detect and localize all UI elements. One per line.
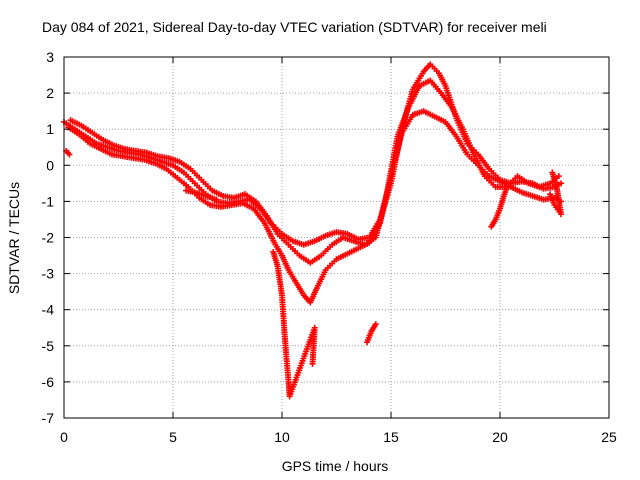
x-tick-label: 0 bbox=[60, 429, 68, 445]
x-tick-label: 25 bbox=[601, 429, 617, 445]
y-tick-label: -6 bbox=[42, 374, 55, 390]
data-series bbox=[61, 61, 565, 400]
y-tick-label: -2 bbox=[42, 230, 55, 246]
chart-title: Day 084 of 2021, Sidereal Day-to-day VTE… bbox=[42, 19, 547, 35]
y-tick-label: -1 bbox=[42, 193, 55, 209]
series-track-4 bbox=[63, 147, 512, 400]
y-tick-label: -4 bbox=[42, 302, 55, 318]
y-tick-label: 1 bbox=[46, 121, 54, 137]
data-point bbox=[66, 151, 73, 158]
y-tick-label: -5 bbox=[42, 338, 55, 354]
x-tick-label: 10 bbox=[274, 429, 290, 445]
axis-ticks: 0 5 10 15 20 25 -7 -6 -5 -4 -3 -2 -1 0 1 2 3 bbox=[42, 49, 617, 445]
y-tick-label: 3 bbox=[46, 49, 54, 65]
x-tick-label: 5 bbox=[169, 429, 177, 445]
data-point bbox=[547, 191, 554, 198]
x-tick-label: 15 bbox=[383, 429, 399, 445]
y-tick-label: 2 bbox=[46, 85, 54, 101]
data-point bbox=[555, 173, 562, 180]
data-point bbox=[372, 321, 379, 328]
series-track-1 bbox=[61, 61, 565, 248]
data-point bbox=[558, 180, 565, 187]
series-track-5 bbox=[547, 169, 565, 218]
y-tick-label: -3 bbox=[42, 266, 55, 282]
series-track-3 bbox=[67, 77, 562, 266]
y-tick-label: -7 bbox=[42, 410, 55, 426]
data-point bbox=[213, 196, 220, 203]
series-track-2 bbox=[65, 108, 565, 306]
data-point bbox=[505, 180, 512, 187]
x-tick-label: 20 bbox=[492, 429, 508, 445]
data-point bbox=[309, 360, 316, 367]
x-axis-label: GPS time / hours bbox=[282, 458, 389, 474]
y-tick-label: 0 bbox=[46, 157, 54, 173]
grid-lines bbox=[64, 57, 609, 418]
y-axis-label: SDTVAR / TECUs bbox=[6, 182, 22, 294]
